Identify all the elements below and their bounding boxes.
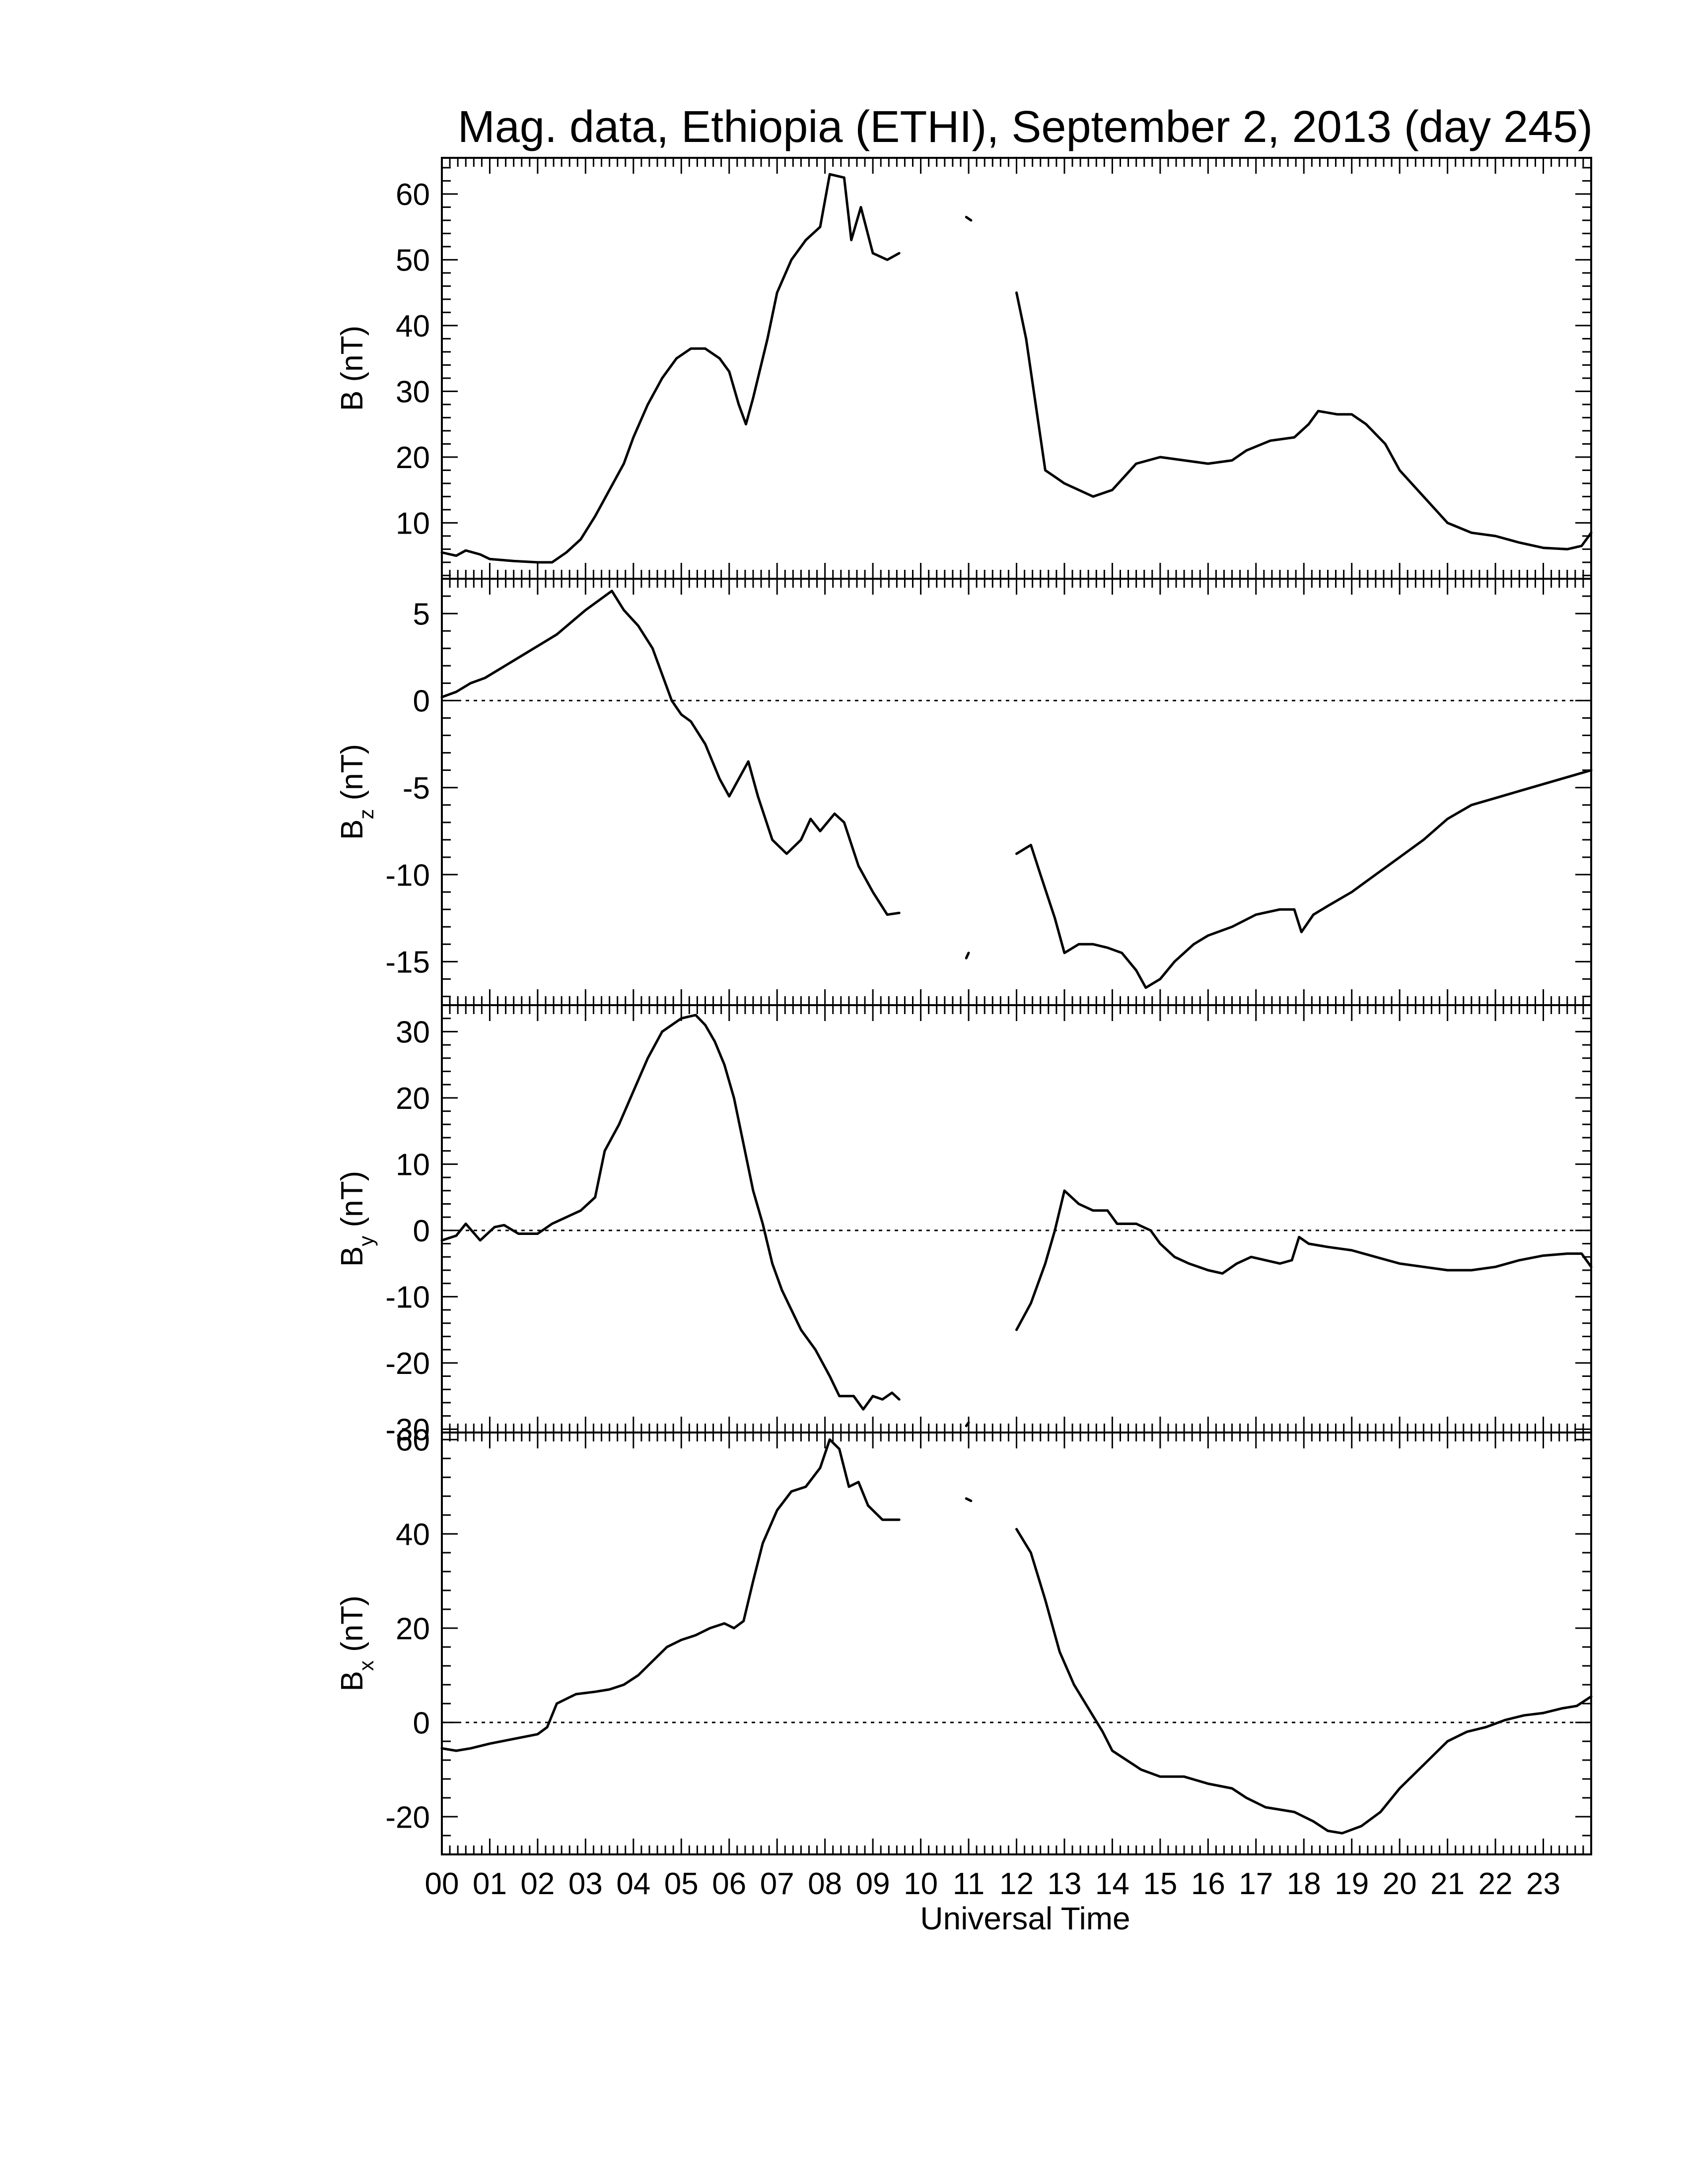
x-tick-label: 06 [712,1867,746,1901]
y-tick-label: 30 [396,375,430,410]
x-tick-label: 17 [1239,1867,1273,1901]
y-tick-label: 60 [396,1424,430,1458]
y-tick-label: 0 [413,1214,430,1248]
y-tick-label: 40 [396,1518,430,1552]
x-tick-label: 11 [953,1867,985,1901]
y-tick-label: 20 [396,1612,430,1646]
x-tick-label: 13 [1047,1867,1081,1901]
x-tick-label: 18 [1287,1867,1321,1901]
x-tick-label: 02 [520,1867,555,1901]
y-axis-label: Bz (nT) [335,744,378,840]
x-tick-label: 01 [473,1867,507,1901]
data-line-segment [965,952,970,959]
x-tick-label: 23 [1526,1867,1560,1901]
y-tick-label: 10 [396,507,430,541]
y-tick-label: 50 [396,244,430,278]
data-line-segment [440,173,901,564]
y-tick-label: -10 [385,858,430,892]
data-line-segment [1015,291,1593,550]
x-tick-label: 19 [1335,1867,1369,1901]
x-tick-label: 05 [664,1867,699,1901]
x-tick-label: 10 [904,1867,938,1901]
data-line-segment [965,215,973,222]
y-tick-label: -15 [385,946,430,980]
y-tick-label: 30 [396,1016,430,1050]
y-axis-label: By (nT) [335,1171,378,1267]
y-tick-label: 0 [413,1706,430,1740]
y-tick-label: -20 [385,1800,430,1835]
panel-frame [441,157,1592,580]
data-line-segment [440,1438,901,1752]
x-tick-label: 00 [425,1867,459,1901]
chart-title: Mag. data, Ethiopia (ETHI), September 2,… [457,102,1593,152]
y-tick-label: -5 [403,771,430,806]
x-tick-label: 22 [1478,1867,1513,1901]
y-tick-label: 60 [396,178,430,212]
data-line-segment [440,590,901,916]
y-tick-label: -30 [385,1413,430,1447]
panel-frame [441,1004,1592,1433]
y-tick-label: -20 [385,1347,430,1381]
x-tick-label: 12 [999,1867,1034,1901]
y-tick-label: 5 [413,597,430,631]
data-line-segment [965,1421,970,1428]
x-axis-title: Universal Time [920,1901,1130,1936]
y-tick-label: 0 [413,684,430,719]
y-axis-label: B (nT) [335,326,369,411]
x-tick-label: 20 [1383,1867,1417,1901]
data-line-segment [440,1014,901,1411]
x-tick-label: 03 [568,1867,603,1901]
x-tick-label: 16 [1191,1867,1225,1901]
y-tick-label: -10 [385,1281,430,1315]
data-line-segment [1015,1528,1593,1835]
x-tick-label: 14 [1095,1867,1129,1901]
y-tick-label: 10 [396,1148,430,1182]
y-tick-label: 40 [396,309,430,343]
panel-frame [441,578,1592,1006]
data-line-segment [965,1497,973,1502]
data-line-segment [1015,769,1593,989]
x-tick-label: 09 [856,1867,890,1901]
x-tick-label: 21 [1430,1867,1465,1901]
x-tick-label: 04 [616,1867,650,1901]
x-tick-label: 08 [808,1867,842,1901]
x-tick-label: 07 [760,1867,794,1901]
y-tick-label: 20 [396,441,430,475]
y-tick-label: 20 [396,1082,430,1116]
x-tick-label: 15 [1143,1867,1177,1901]
data-line-segment [1015,1189,1593,1331]
y-axis-label: Bx (nT) [335,1595,378,1691]
panel-frame [441,1432,1592,1855]
